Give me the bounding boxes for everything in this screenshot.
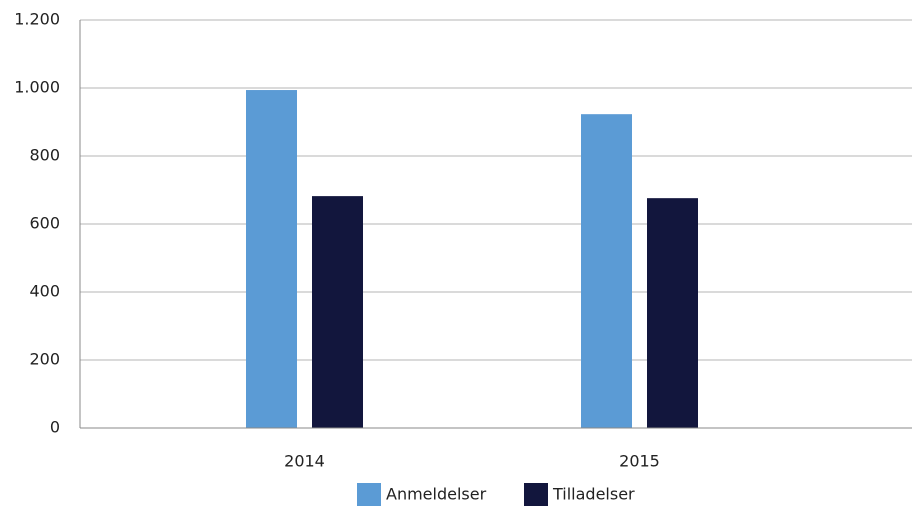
- bar: [581, 114, 632, 429]
- bar: [312, 196, 363, 428]
- bar: [647, 198, 698, 428]
- y-tick-label: 200: [29, 350, 60, 369]
- x-tick-label: 2015: [619, 452, 660, 471]
- y-tick-label: 1.000: [14, 78, 60, 97]
- legend-swatch: [357, 483, 381, 506]
- x-tick-label: 2014: [284, 452, 325, 471]
- y-tick-label: 0: [50, 418, 60, 437]
- y-tick-label: 1.200: [14, 10, 60, 29]
- y-tick-label: 800: [29, 146, 60, 165]
- legend-swatch: [524, 483, 548, 506]
- y-tick-label: 400: [29, 282, 60, 301]
- bar: [246, 90, 297, 428]
- y-tick-label: 600: [29, 214, 60, 233]
- legend-label: Tilladelser: [552, 485, 635, 504]
- legend-label: Anmeldelser: [386, 485, 487, 504]
